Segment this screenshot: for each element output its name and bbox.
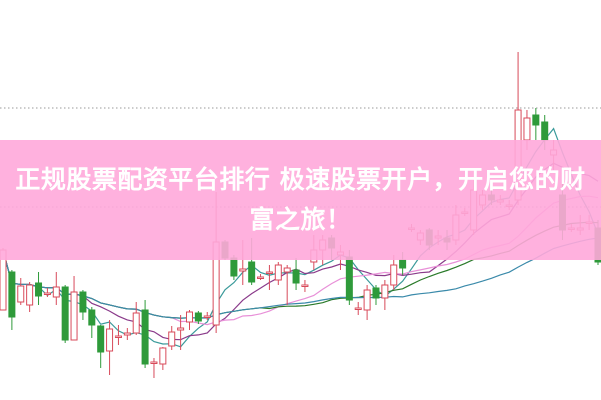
candle-body <box>248 261 256 283</box>
candle-body <box>203 315 211 318</box>
candle-body <box>79 291 87 313</box>
candle-body <box>354 307 362 310</box>
candle-body <box>17 285 25 303</box>
candle-body <box>8 271 16 318</box>
banner-title: 正规股票配资平台排行 极速股票开户，开启您的财富之旅！ <box>15 165 586 234</box>
candle-body <box>372 287 380 299</box>
candle-body <box>177 327 185 331</box>
candle-body <box>283 267 291 273</box>
candle-body <box>123 332 131 336</box>
candle-body <box>239 268 247 272</box>
candle-body <box>88 309 96 326</box>
candle-body <box>265 271 273 274</box>
candle-body <box>185 311 193 323</box>
candle-body <box>292 269 300 284</box>
candle-body <box>114 335 122 338</box>
candle-body <box>43 292 51 295</box>
candle-body <box>532 114 540 126</box>
candle-body <box>363 289 371 311</box>
candle-body <box>381 284 389 299</box>
candle-body <box>230 257 238 277</box>
moving-average-line <box>2 237 599 319</box>
candle-body <box>168 331 176 347</box>
candle-body <box>35 282 43 297</box>
title-banner: 正规股票配资平台排行 极速股票开户，开启您的财富之旅！ <box>0 140 601 260</box>
candle-body <box>345 256 353 301</box>
candle-body <box>194 312 202 322</box>
candle-body <box>150 361 158 364</box>
candle-body <box>523 117 531 141</box>
candle-body <box>132 312 140 334</box>
candle-body <box>257 276 265 279</box>
candle-body <box>106 328 114 352</box>
candle-body <box>70 291 78 341</box>
candle-body <box>399 259 407 269</box>
candle-body <box>61 286 69 341</box>
candle-body <box>274 264 282 281</box>
candle-body <box>97 325 105 353</box>
candle-body <box>541 121 549 141</box>
candle-body <box>141 309 149 365</box>
candle-body <box>159 347 167 365</box>
candle-body <box>52 286 60 298</box>
candle-body <box>301 284 309 287</box>
candle-body <box>26 284 34 306</box>
candle-body <box>390 264 398 286</box>
